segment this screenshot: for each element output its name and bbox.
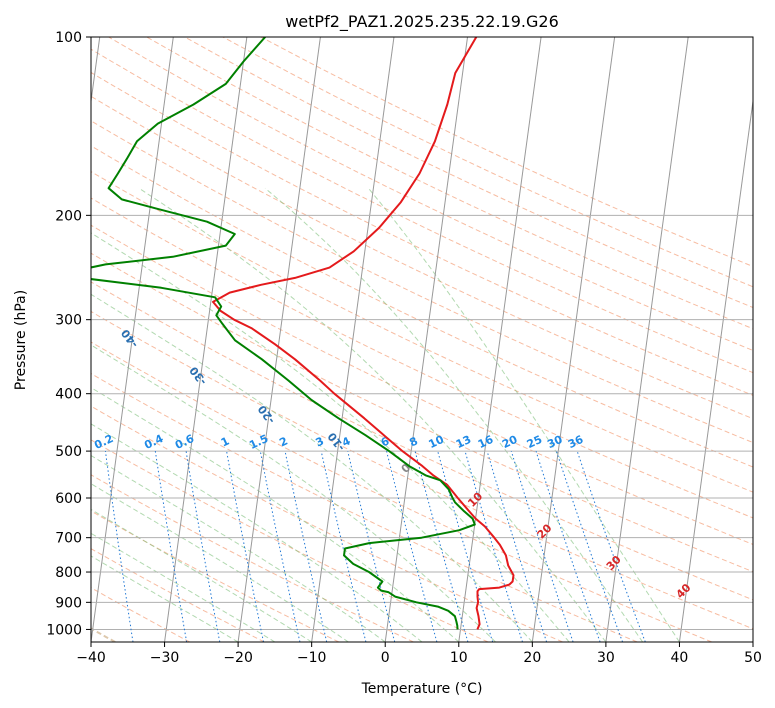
- y-tick-label: 200: [55, 208, 82, 224]
- mixing-ratio-line: [386, 450, 438, 642]
- x-axis: −40 −30 −20 −10 0 10 20 30 40 50: [76, 642, 762, 666]
- sounding-series: [91, 37, 515, 630]
- moist-adiabat-line: [91, 532, 276, 642]
- moist-adiabat-line: [91, 344, 496, 642]
- mixing-ratio-line: [510, 450, 574, 642]
- mixing-ratio-line: [226, 451, 264, 642]
- x-tick-label: 50: [744, 650, 762, 666]
- y-tick-label: 800: [55, 565, 82, 581]
- moist-adiabats: [91, 187, 680, 642]
- chart-title: wetPf2_PAZ1.2025.235.22.19.G26: [285, 12, 559, 32]
- moist-adiabat-line: [91, 508, 312, 642]
- x-tick-label: −20: [223, 650, 253, 666]
- isotherm-line: [458, 37, 542, 642]
- x-tick-label: 0: [381, 650, 390, 666]
- y-tick-label: 1000: [46, 622, 82, 638]
- isotherm-line: [678, 97, 753, 642]
- plot-frame: [90, 36, 754, 643]
- moist-adiabat-line: [368, 187, 680, 642]
- isotherm-line: [384, 37, 469, 642]
- x-tick-label: 40: [671, 650, 689, 666]
- y-tick-label: 500: [55, 444, 82, 460]
- temperature-profile-line: [212, 37, 515, 630]
- moist-adiabat-line: [138, 187, 607, 642]
- mixing-ratio-lines: [104, 450, 646, 642]
- pressure-gridlines: [91, 37, 753, 630]
- x-tick-label: 30: [597, 650, 615, 666]
- isotherms: [91, 37, 753, 642]
- dry-adiabat-line: [108, 37, 753, 352]
- mixing-ratio-line: [555, 450, 624, 642]
- x-tick-label: −40: [76, 650, 106, 666]
- dry-adiabat-line: [91, 548, 265, 642]
- y-axis-label: Pressure (hPa): [13, 290, 29, 390]
- mixing-ratio-line: [347, 450, 396, 642]
- x-axis-label: Temperature (°C): [361, 681, 483, 697]
- mixing-ratio-label: 13: [454, 433, 473, 451]
- dry-adiabat-line: [91, 224, 753, 545]
- y-tick-label: 100: [55, 30, 82, 46]
- isotherm-line: [164, 37, 248, 642]
- x-tick-label: −30: [150, 650, 180, 666]
- mixing-ratio-label: 30: [545, 433, 565, 451]
- mixing-ratio-line: [535, 450, 601, 642]
- mixing-ratio-line: [259, 451, 301, 642]
- y-tick-label: 600: [55, 491, 82, 507]
- mixing-ratio-label: 20: [500, 433, 520, 451]
- isotherm-line: [531, 37, 616, 642]
- moist-adiabat-line: [91, 386, 460, 642]
- mixing-ratio-label: 10: [427, 433, 447, 451]
- y-tick-label: 900: [55, 595, 82, 611]
- dry-adiabat-line: [91, 310, 753, 630]
- dry-adiabat-line: [91, 48, 753, 374]
- dry-adiabat-line: [91, 373, 638, 642]
- moist-adiabat-line: [91, 423, 423, 642]
- dry-adiabat-line: [91, 281, 753, 601]
- isotherm-line: [91, 37, 174, 642]
- plot-area: -100-90-80-70-60-50-40-30-20-100.10.20.4…: [91, 37, 753, 642]
- moist-adiabat-line: [91, 232, 570, 642]
- dry-adiabat-line: [91, 71, 753, 396]
- y-axis: 100 200 300 400 500 600 700 800 900 1000: [46, 30, 91, 638]
- mixing-ratio-line: [576, 450, 646, 642]
- mixing-ratio-line: [464, 450, 523, 642]
- dry-adiabat-line: [91, 120, 753, 444]
- y-tick-label: 300: [55, 313, 82, 329]
- mixing-ratio-line: [104, 451, 134, 642]
- x-tick-label: 20: [523, 650, 541, 666]
- mixing-ratio-line: [284, 451, 328, 642]
- dry-adiabat-line: [91, 439, 489, 642]
- mixing-ratio-label: 36: [566, 433, 586, 451]
- moist-adiabat-line: [91, 555, 239, 642]
- dewpoint-profile-line: [91, 37, 476, 630]
- moist-adiabat-line: [264, 187, 644, 642]
- mixing-ratio-line: [486, 450, 548, 642]
- x-tick-label: −10: [297, 650, 327, 666]
- mixing-ratio-label: 16: [476, 433, 496, 451]
- x-tick-label: 10: [450, 650, 468, 666]
- y-tick-label: 700: [55, 531, 82, 547]
- isotherm-line: [605, 37, 689, 642]
- moist-adiabat-line: [91, 293, 533, 642]
- moist-adiabat-line: [91, 454, 386, 642]
- isotherm-line: [237, 37, 321, 642]
- mixing-ratio-line: [437, 450, 494, 642]
- mixing-ratio-label: 25: [525, 433, 544, 451]
- mixing-ratio-line: [414, 450, 469, 642]
- isotherm-line: [311, 37, 395, 642]
- dry-adiabat-line: [91, 197, 753, 519]
- y-tick-label: 400: [55, 387, 82, 403]
- mixing-ratio-line: [320, 450, 367, 642]
